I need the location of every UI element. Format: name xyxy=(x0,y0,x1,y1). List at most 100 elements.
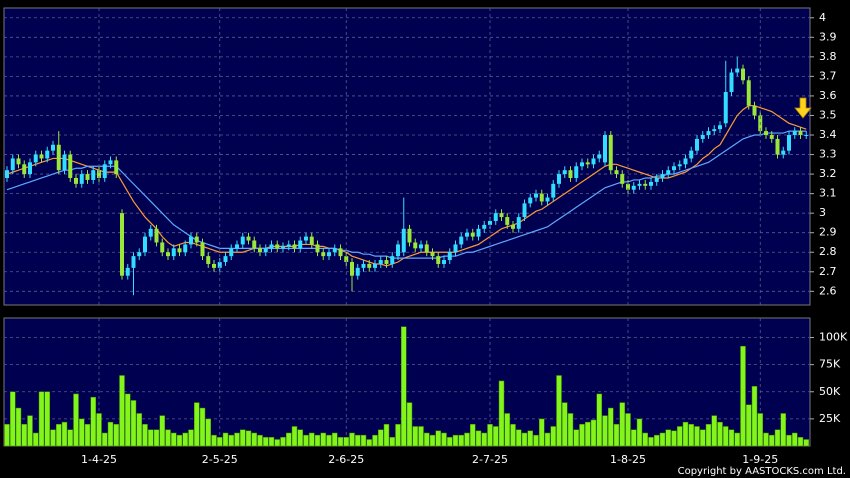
volume-bar xyxy=(360,434,367,447)
candle-body xyxy=(787,135,791,151)
volume-bar xyxy=(769,434,775,447)
candle-body xyxy=(499,213,504,218)
candle-body xyxy=(97,170,101,178)
y-tick-label: 75K xyxy=(819,358,841,371)
candle-body xyxy=(125,267,130,276)
volume-bar xyxy=(602,415,608,447)
volume-bar xyxy=(84,424,91,447)
y-tick-label: 3.2 xyxy=(819,167,837,180)
candle-body xyxy=(511,224,515,229)
volume-bar xyxy=(452,434,459,447)
volume-bar xyxy=(797,437,804,447)
y-tick-label: 2.8 xyxy=(819,245,837,258)
candle-body xyxy=(396,244,400,257)
candle-body xyxy=(620,174,625,184)
candle-body xyxy=(574,166,579,178)
candle-body xyxy=(177,248,182,253)
volume-bar xyxy=(510,424,516,447)
candle-body xyxy=(206,256,211,264)
candle-body xyxy=(769,135,774,139)
candle-body xyxy=(551,183,556,198)
candle-body xyxy=(539,193,544,202)
candle-body xyxy=(689,150,694,159)
y-tick-label: 2.6 xyxy=(819,284,837,297)
volume-bar xyxy=(774,429,781,447)
volume-bar xyxy=(268,437,275,447)
volume-bar xyxy=(475,430,482,447)
volume-bar xyxy=(343,437,349,447)
volume-bar xyxy=(694,426,700,447)
volume-bar xyxy=(142,424,148,447)
volume-bar xyxy=(182,432,188,447)
candle-body xyxy=(729,72,734,93)
candle-body xyxy=(74,177,78,184)
volume-bar xyxy=(521,432,528,447)
x-tick-label: 1-4-25 xyxy=(81,453,117,466)
candle-body xyxy=(718,125,722,130)
candle-body xyxy=(91,170,96,180)
candle-body xyxy=(338,248,343,257)
volume-bar xyxy=(50,429,56,447)
volume-bar xyxy=(366,439,372,447)
candle-body xyxy=(781,150,786,155)
candle-body xyxy=(240,236,245,245)
y-tick-label: 25K xyxy=(819,412,841,425)
volume-bar xyxy=(412,426,418,447)
candle-body xyxy=(390,256,395,264)
candle-body xyxy=(482,224,487,229)
candle-body xyxy=(470,232,475,237)
candle-body xyxy=(229,248,234,257)
volume-bar xyxy=(205,418,211,447)
candle-body xyxy=(171,248,176,257)
volume-bar xyxy=(487,424,493,447)
volume-bar xyxy=(153,429,160,447)
candle-body xyxy=(212,263,216,268)
volume-bar xyxy=(245,430,252,447)
volume-bar xyxy=(291,426,298,447)
volume-bar xyxy=(176,434,183,447)
x-tick-label: 1-9-25 xyxy=(742,453,778,466)
candle-body xyxy=(332,248,337,253)
candle-body xyxy=(258,248,262,253)
volume-bar xyxy=(4,424,10,447)
candle-body xyxy=(741,68,745,81)
volume-bar xyxy=(165,429,171,447)
candle-body xyxy=(102,164,107,178)
volume-bar xyxy=(406,402,413,447)
volume-bar xyxy=(286,432,292,447)
volume-bar xyxy=(27,415,33,447)
volume-bar xyxy=(734,432,740,447)
candle-body xyxy=(292,244,297,249)
candle-body xyxy=(373,263,377,268)
volume-bar xyxy=(424,432,430,447)
volume-bar xyxy=(102,432,108,447)
volume-bar xyxy=(631,429,637,447)
volume-bar xyxy=(326,434,332,447)
volume-bar xyxy=(636,418,643,447)
candle-body xyxy=(16,158,21,165)
candle-body xyxy=(384,260,389,264)
volume-bar xyxy=(723,426,729,447)
y-tick-label: 3 xyxy=(819,206,826,219)
candle-body xyxy=(28,162,32,175)
candle-body xyxy=(344,256,349,263)
volume-bar xyxy=(263,437,269,447)
candle-body xyxy=(378,260,383,264)
candle-body xyxy=(413,242,418,249)
y-tick-label: 100K xyxy=(819,331,848,344)
volume-bar xyxy=(527,430,533,447)
candle-body xyxy=(223,256,228,263)
moving-average-line xyxy=(6,105,807,267)
volume-bar xyxy=(677,426,683,447)
volume-bar xyxy=(274,439,280,447)
volume-bar xyxy=(550,426,556,447)
candle-body xyxy=(424,244,429,253)
candle-body xyxy=(419,244,423,249)
candle-body xyxy=(45,150,50,159)
volume-bar xyxy=(458,434,464,447)
candle-body xyxy=(22,164,27,175)
candle-body xyxy=(516,217,521,229)
candle-body xyxy=(528,197,533,204)
